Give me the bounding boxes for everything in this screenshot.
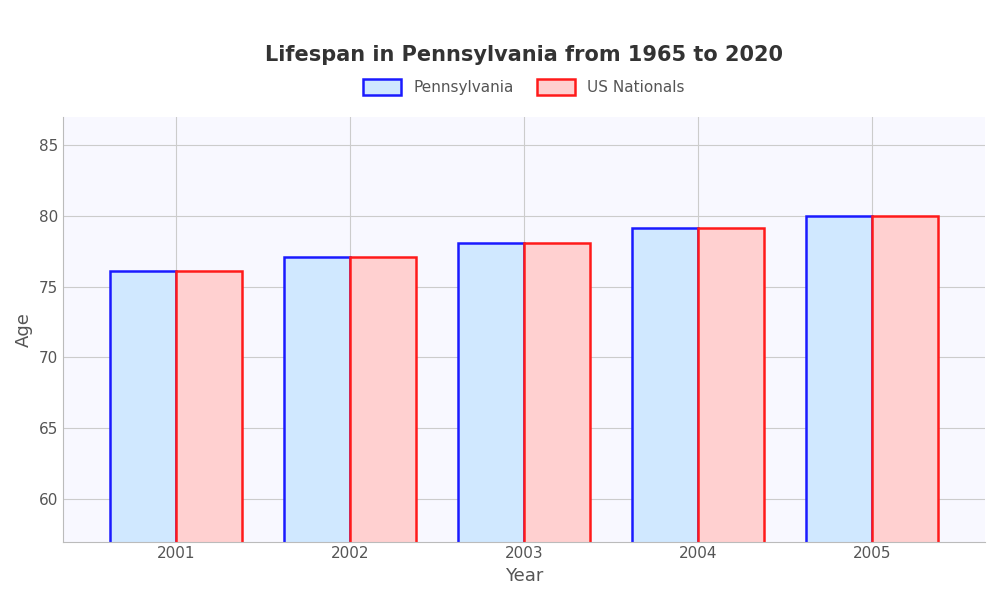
Bar	[458, 242, 524, 600]
Title: Lifespan in Pennsylvania from 1965 to 2020: Lifespan in Pennsylvania from 1965 to 20…	[265, 45, 783, 65]
Bar	[284, 257, 350, 600]
Bar	[872, 216, 938, 600]
Bar	[806, 216, 872, 600]
Bar	[524, 242, 590, 600]
Y-axis label: Age: Age	[15, 311, 33, 347]
Bar	[350, 257, 416, 600]
Bar	[110, 271, 176, 600]
Legend: Pennsylvania, US Nationals: Pennsylvania, US Nationals	[357, 73, 691, 101]
Bar	[698, 229, 764, 600]
Bar	[176, 271, 242, 600]
Bar	[632, 229, 698, 600]
X-axis label: Year: Year	[505, 567, 543, 585]
